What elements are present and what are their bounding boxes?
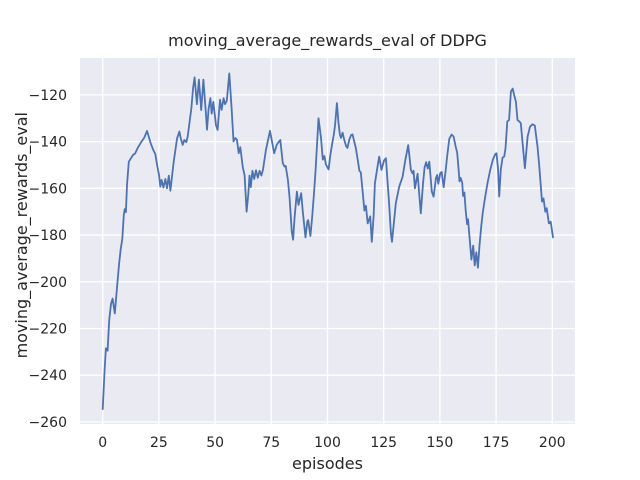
x-tick-label: 125: [370, 435, 397, 451]
y-tick-label: −140: [29, 135, 67, 151]
y-tick-label: −220: [29, 321, 67, 337]
x-tick-label: 50: [206, 435, 224, 451]
x-tick-label: 100: [314, 435, 341, 451]
moving-average-line: [101, 72, 554, 411]
y-tick-label: −160: [29, 181, 67, 197]
x-tick-label: 200: [539, 435, 566, 451]
chart-title: moving_average_rewards_eval of DDPG: [168, 31, 487, 50]
y-tick-label: −120: [29, 88, 67, 104]
x-tick-label: 175: [483, 435, 510, 451]
x-tick-label: 0: [98, 435, 107, 451]
x-tick-label: 150: [427, 435, 454, 451]
y-tick-label: −180: [29, 228, 67, 244]
y-tick-label: −260: [29, 415, 67, 431]
y-tick-label: −240: [29, 368, 67, 384]
y-tick-label: −200: [29, 275, 67, 291]
x-tick-label: 75: [262, 435, 280, 451]
y-axis-label: moving_average_rewards_eval: [12, 112, 31, 359]
x-tick-label: 25: [150, 435, 168, 451]
x-axis-label: episodes: [292, 454, 363, 473]
